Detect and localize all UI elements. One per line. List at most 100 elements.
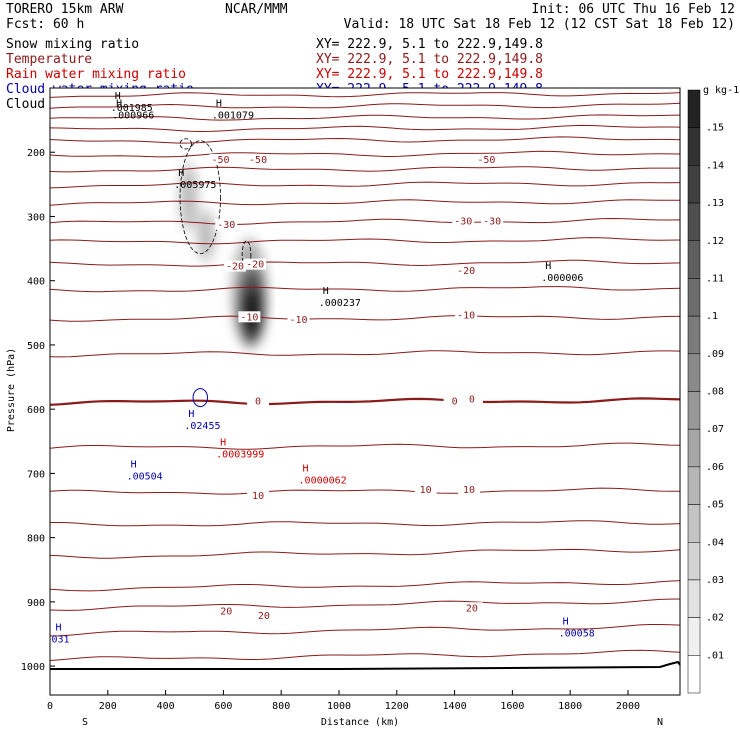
colorbar-swatch-5 bbox=[687, 278, 701, 317]
isotherm-line-3 bbox=[50, 124, 680, 133]
max-value-0: .001985 bbox=[111, 103, 153, 114]
colorbar-swatch-15 bbox=[687, 655, 701, 694]
x-tick-label-7: 1400 bbox=[443, 701, 467, 712]
temp-label-9: -10 bbox=[240, 312, 258, 323]
x-tick-label-9: 1800 bbox=[558, 701, 582, 712]
colorbar-swatch-1 bbox=[687, 127, 701, 166]
temp-label-bg-15 bbox=[247, 489, 270, 501]
snow-shade-0 bbox=[180, 163, 198, 231]
temp-label-17: 10 bbox=[463, 485, 475, 496]
x-tick-label-5: 1000 bbox=[327, 701, 351, 712]
colorbar-swatch-2 bbox=[687, 165, 701, 204]
temperature-isotherms bbox=[50, 92, 680, 661]
colorbar-swatch-3 bbox=[687, 202, 701, 241]
y-tick-label-6: 800 bbox=[27, 534, 45, 545]
y-tick-label-1: 300 bbox=[27, 212, 45, 223]
max-letter-9: H bbox=[303, 463, 309, 474]
max-letter-2: H bbox=[216, 99, 222, 110]
x-tick-label-4: 800 bbox=[272, 701, 290, 712]
colorbar-label-10: .11 bbox=[706, 273, 724, 284]
max-letter-0: H bbox=[115, 91, 121, 102]
temp-label-20: 20 bbox=[466, 603, 478, 614]
temp-label-10: -10 bbox=[290, 315, 308, 326]
max-value-5: .000006 bbox=[541, 273, 583, 284]
legend-xy-1: XY= 222.9, 5.1 to 222.9,149.8 bbox=[316, 52, 543, 67]
cloud-ice-contour-2 bbox=[179, 138, 193, 150]
colorbar-label-5: .06 bbox=[706, 462, 724, 473]
max-value-7: .0003999 bbox=[216, 450, 264, 461]
colorbar-swatch-7 bbox=[687, 353, 701, 392]
isotherm-line-2 bbox=[50, 114, 680, 121]
max-letter-6: H bbox=[188, 409, 194, 420]
colorbar-swatch-12 bbox=[687, 542, 701, 581]
temp-label-8: -20 bbox=[457, 266, 475, 277]
temp-label-bg-4 bbox=[452, 215, 475, 227]
temp-label-bg-16 bbox=[414, 484, 437, 496]
init-time: Init: 06 UTC Thu 16 Feb 12 bbox=[532, 2, 736, 17]
plot-frame bbox=[50, 88, 680, 695]
temp-label-bg-7 bbox=[244, 258, 267, 270]
temp-label-bg-10 bbox=[287, 313, 310, 325]
x-tick-label-8: 1600 bbox=[500, 701, 524, 712]
colorbar-unit: g kg-1 bbox=[703, 85, 739, 96]
temp-label-15: 10 bbox=[252, 491, 264, 502]
colorbar-label-13: .14 bbox=[706, 160, 724, 171]
colorbar-swatch-0 bbox=[687, 89, 701, 128]
terrain-line bbox=[50, 660, 681, 670]
x-axis-label: Distance (km) bbox=[321, 717, 399, 728]
max-value-1: .000966 bbox=[112, 111, 154, 122]
max-value-6: .02455 bbox=[184, 421, 220, 432]
temp-label-bg-2 bbox=[475, 153, 498, 165]
temp-label-2: -50 bbox=[477, 155, 495, 166]
temp-label-bg-13 bbox=[443, 395, 466, 407]
colorbar-swatch-9 bbox=[687, 428, 701, 468]
x-axis-north-label: N bbox=[657, 717, 663, 728]
max-value-2: .001079 bbox=[212, 111, 254, 122]
colorbar-label-7: .08 bbox=[706, 387, 724, 398]
temp-label-bg-17 bbox=[458, 484, 481, 496]
isotherm-line-8 bbox=[50, 199, 680, 206]
colorbar-label-2: .03 bbox=[706, 575, 724, 586]
cloud-ice-contour-0 bbox=[179, 140, 221, 255]
max-letter-4: H bbox=[323, 286, 329, 297]
temp-label-11: -10 bbox=[457, 310, 475, 321]
y-tick-label-5: 700 bbox=[27, 469, 45, 480]
cloud-water-contours bbox=[192, 388, 208, 408]
forecast-hour: Fcst: 60 h bbox=[6, 17, 84, 32]
y-tick-label-7: 900 bbox=[27, 598, 45, 609]
max-letter-7: H bbox=[220, 438, 226, 449]
legend-entry-2: Rain water mixing ratio bbox=[6, 67, 186, 82]
isotherm-line-12 bbox=[50, 286, 680, 293]
temp-label-bg-9 bbox=[238, 311, 261, 323]
isotherm-line-9 bbox=[50, 217, 680, 225]
temp-label-bg-12 bbox=[247, 395, 270, 407]
y-axis-ticks: 200 300 400 500 600 700 800 900 1000 bbox=[21, 148, 55, 673]
temp-label-1: -50 bbox=[249, 155, 267, 166]
max-letter-8: H bbox=[131, 460, 137, 471]
max-value-11: 031 bbox=[51, 635, 69, 646]
colorbar-swatch-14 bbox=[687, 617, 701, 656]
temp-label-7: -20 bbox=[246, 260, 264, 271]
temp-label-5: -30 bbox=[483, 217, 501, 228]
colorbar-label-3: .04 bbox=[706, 537, 724, 548]
max-letter-11: H bbox=[55, 623, 61, 634]
isotherm-line-17 bbox=[50, 487, 680, 495]
temp-label-bg-18 bbox=[215, 605, 238, 617]
colorbar-label-1: .02 bbox=[706, 613, 724, 624]
isotherm-line-7 bbox=[50, 181, 680, 189]
temp-label-14: 0 bbox=[469, 395, 475, 406]
max-value-4: .000237 bbox=[319, 298, 361, 309]
y-tick-label-8: 1000 bbox=[21, 662, 45, 673]
x-tick-label-10: 2000 bbox=[616, 701, 640, 712]
colorbar-label-0: .01 bbox=[706, 650, 724, 661]
temp-label-3: -30 bbox=[217, 220, 235, 231]
x-tick-label-1: 200 bbox=[99, 701, 117, 712]
temp-label-18: 20 bbox=[220, 606, 232, 617]
isotherm-line-15 bbox=[50, 397, 680, 406]
isotherm-line-23 bbox=[50, 649, 680, 661]
y-axis-label: Pressure (hPa) bbox=[6, 348, 17, 432]
temp-label-bg-8 bbox=[455, 265, 478, 277]
colorbar-swatch-10 bbox=[687, 466, 701, 505]
isotherm-line-18 bbox=[50, 520, 680, 527]
isotherm-line-21 bbox=[50, 598, 680, 611]
